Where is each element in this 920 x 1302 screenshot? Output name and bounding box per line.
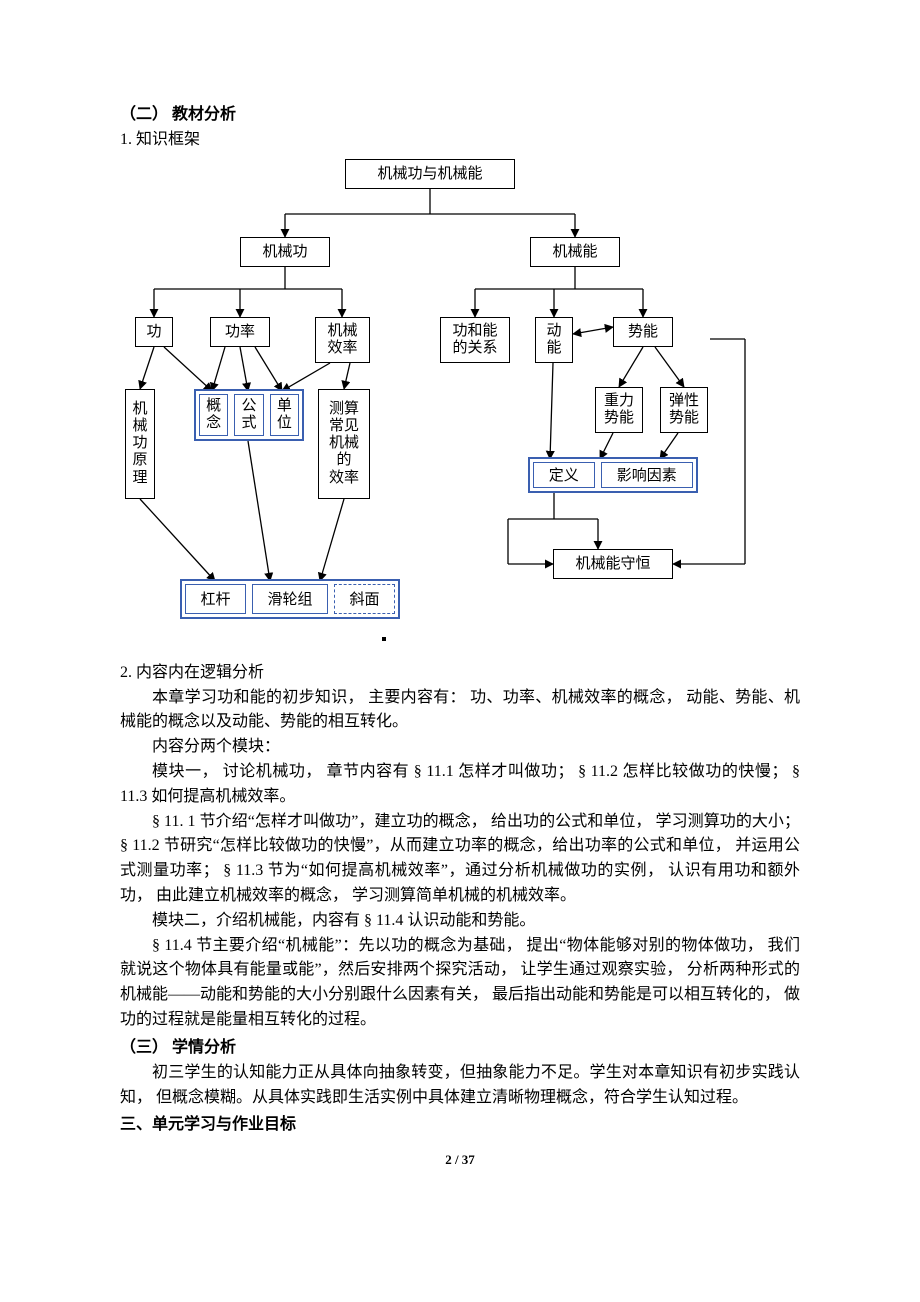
node-conserve: 机械能守恒: [553, 549, 673, 579]
para-1: 本章学习功和能的初步知识， 主要内容有： 功、功率、机械效率的概念， 动能、势能…: [120, 686, 800, 736]
group-concept: 概念 公式 单位: [194, 389, 304, 441]
dot-marker: [382, 637, 386, 641]
node-kinetic: 动能: [535, 317, 573, 363]
node-principle: 机械功原理: [125, 389, 155, 499]
heading-sec3: （三） 学情分析: [120, 1033, 800, 1057]
para-4: § 11. 1 节介绍“怎样才叫做功”，建立功的概念， 给出功的公式和单位， 学…: [120, 810, 800, 909]
node-relation: 功和能的关系: [440, 317, 510, 363]
node-efficiency: 机械效率: [315, 317, 370, 363]
para-2: 内容分两个模块：: [120, 735, 800, 760]
group-definition: 定义 影响因素: [528, 457, 698, 493]
para-7: 初三学生的认知能力正从具体向抽象转变，但抽象能力不足。学生对本章知识有初步实践认…: [120, 1061, 800, 1111]
para-5: 模块二，介绍机械能，内容有 § 11.4 认识动能和势能。: [120, 909, 800, 934]
node-epe: 弹性势能: [660, 387, 708, 433]
node-power: 功率: [210, 317, 270, 347]
knowledge-diagram: 机械功与机械能 机械功 机械能 功 功率 机械效率 功和能的关系 动能 势能 机…: [120, 159, 800, 649]
node-work: 功: [135, 317, 173, 347]
heading-item2: 2. 内容内在逻辑分析: [120, 661, 800, 686]
page-footer: 2 / 37: [120, 1152, 800, 1168]
para-3: 模块一， 讨论机械功， 章节内容有 § 11.1 怎样才叫做功； § 11.2 …: [120, 760, 800, 810]
node-potential: 势能: [613, 317, 673, 347]
node-mech-work: 机械功: [240, 237, 330, 267]
group-machines: 杠杆 滑轮组 斜面: [180, 579, 400, 619]
node-root: 机械功与机械能: [345, 159, 515, 189]
heading-sec2: （二） 教材分析: [120, 100, 800, 124]
heading-unit: 三、单元学习与作业目标: [120, 1110, 800, 1134]
node-measure: 测算常见机械的效率: [318, 389, 370, 499]
heading-item1: 1. 知识框架: [120, 128, 800, 153]
node-gpe: 重力势能: [595, 387, 643, 433]
para-6: § 11.4 节主要介绍“机械能”：先以功的概念为基础， 提出“物体能够对别的物…: [120, 934, 800, 1033]
node-mech-energy: 机械能: [530, 237, 620, 267]
